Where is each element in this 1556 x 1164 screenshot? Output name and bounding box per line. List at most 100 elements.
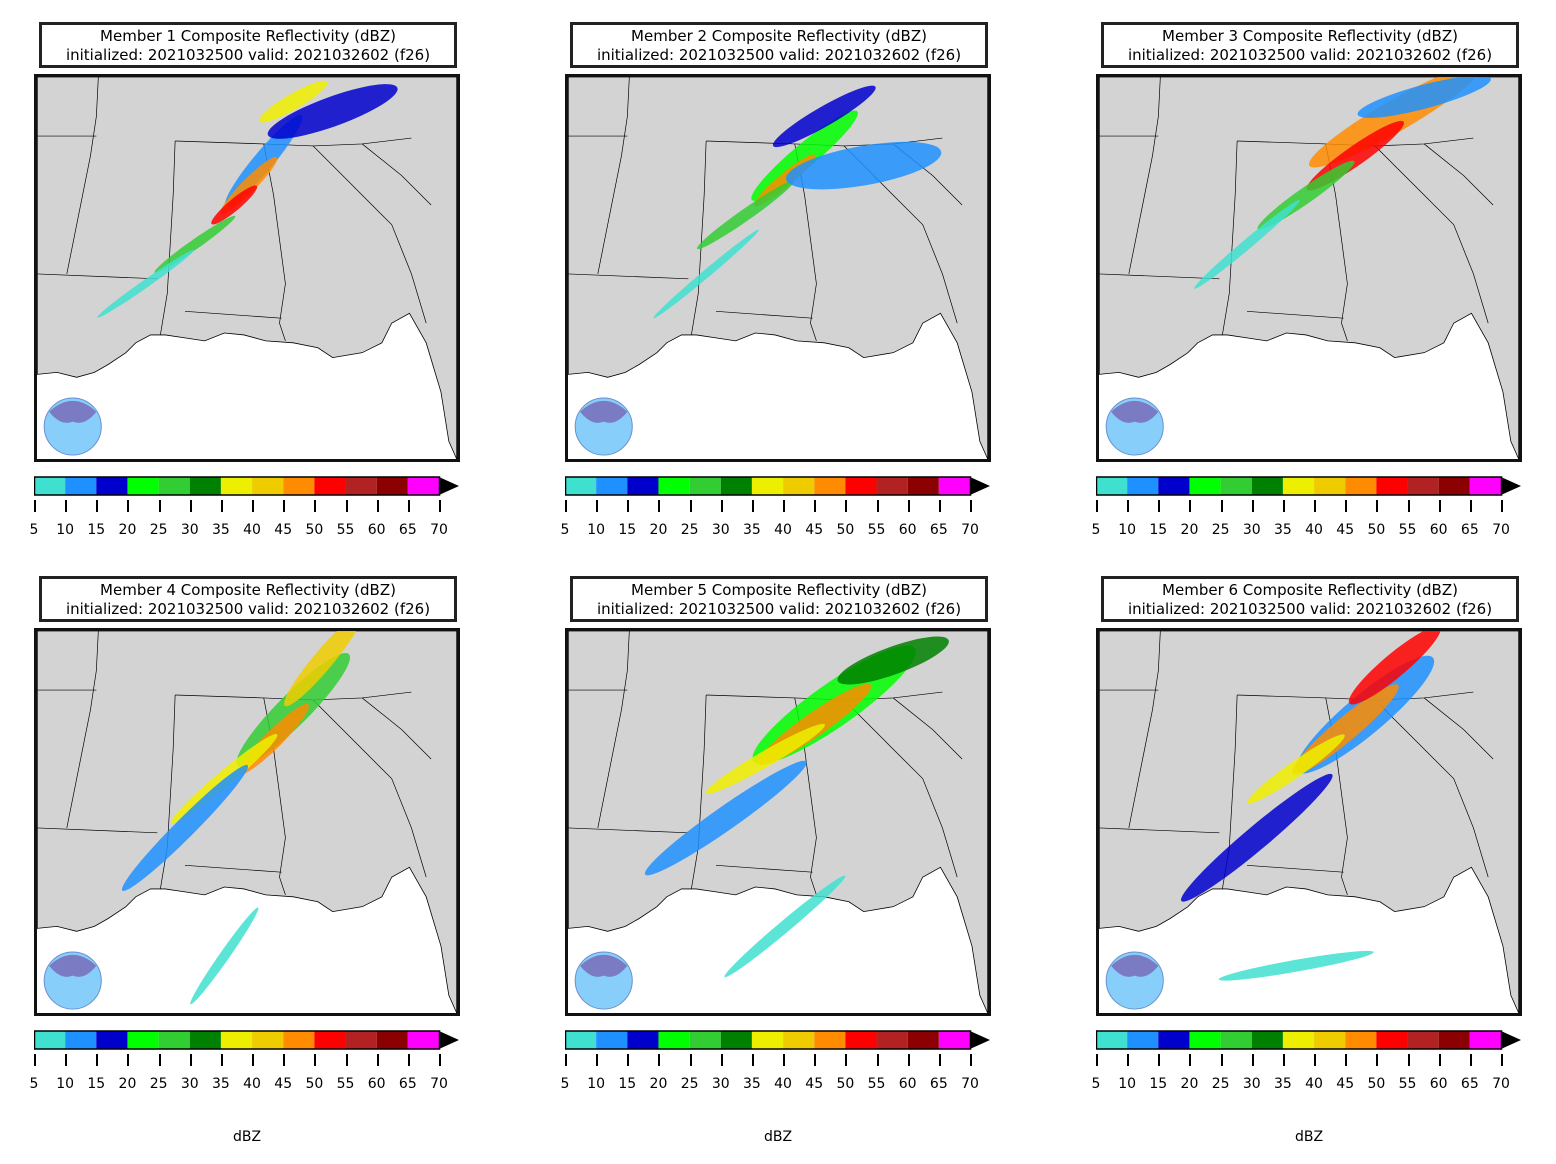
colorbar-tick [1438, 1054, 1441, 1066]
colorbar-segment [565, 1031, 597, 1049]
title-line-1: Member 2 Composite Reflectivity (dBZ) [631, 27, 927, 45]
panel-member-6: Member 6 Composite Reflectivity (dBZ) ini… [1092, 576, 1536, 1145]
colorbar-tick [783, 500, 786, 512]
state-border [361, 143, 432, 206]
state-border [66, 631, 99, 828]
colorbar-segment [938, 1031, 970, 1049]
colorbar-tick [565, 1054, 567, 1066]
colorbar-tick [565, 500, 567, 512]
reflectivity-echo [154, 215, 236, 273]
colorbar-tick [1096, 1054, 1098, 1066]
colorbar-tick [845, 1054, 848, 1066]
colorbar-tick [970, 1054, 972, 1066]
colorbar-tick-label: 10 [1118, 1076, 1137, 1092]
colorbar-tick [596, 1054, 599, 1066]
colorbar-tick [1158, 500, 1161, 512]
colorbar-segment [1314, 477, 1346, 495]
colorbar-tick [314, 500, 317, 512]
colorbar-tick-label: 65 [1460, 522, 1479, 538]
colorbar-tick [158, 500, 161, 512]
colorbar-tick [1251, 1054, 1254, 1066]
colorbar-tick [345, 1054, 348, 1066]
reflectivity-echo [211, 185, 258, 225]
colorbar-tick [407, 500, 410, 512]
colorbar-segment [65, 1031, 97, 1049]
noaa-logo-icon [1105, 397, 1164, 456]
colorbar-tick [34, 1054, 36, 1066]
colorbar-tick [938, 500, 941, 512]
state-border [160, 694, 176, 890]
colorbar-segment [907, 1031, 939, 1049]
colorbar-segment [627, 1031, 659, 1049]
colorbar-tick [689, 500, 692, 512]
state-border [361, 697, 432, 760]
colorbar-unit-label: dBZ [763, 1129, 793, 1145]
colorbar-segment [1251, 477, 1283, 495]
colorbar-tick [158, 1054, 161, 1066]
reflectivity-echo [1218, 950, 1374, 981]
colorbar-tick [783, 1054, 786, 1066]
colorbar-tick-label: 40 [243, 522, 261, 538]
panel-title: Member 1 Composite Reflectivity (dBZ) ini… [39, 22, 457, 68]
colorbar-tick [627, 1054, 630, 1066]
colorbar-tick [252, 500, 255, 512]
colorbar-tick-label: 35 [212, 522, 230, 538]
colorbar-segment [1438, 1031, 1470, 1049]
colorbar-tick-label: 35 [743, 522, 761, 538]
colorbar-segment [189, 1031, 221, 1049]
colorbar-segment [1345, 477, 1377, 495]
colorbar-tick [1314, 1054, 1317, 1066]
colorbar-tick-label: 65 [1460, 1076, 1479, 1092]
colorbar-tick [283, 500, 286, 512]
state-border [66, 77, 99, 274]
colorbar-segment [627, 477, 659, 495]
colorbar-segment [158, 1031, 190, 1049]
colorbar-tick-label: 25 [680, 1076, 699, 1092]
colorbar-tick-label: 45 [274, 522, 293, 538]
colorbar-segment [1220, 477, 1252, 495]
reflectivity-map [34, 628, 460, 1016]
title-line-1: Member 1 Composite Reflectivity (dBZ) [100, 27, 396, 45]
colorbar-tick-label: 35 [1274, 522, 1292, 538]
state-border [892, 697, 963, 760]
colorbar-tick-label: 25 [149, 1076, 168, 1092]
colorbar-segment [876, 477, 908, 495]
state-border [1423, 697, 1494, 760]
colorbar-tick [1282, 500, 1285, 512]
title-line-1: Member 4 Composite Reflectivity (dBZ) [100, 581, 396, 599]
colorbar-tick-label: 50 [1367, 1076, 1386, 1092]
title-line-2: initialized: 2021032500 valid: 202103260… [65, 46, 431, 64]
state-border [1423, 143, 1494, 206]
colorbar-tick [220, 1054, 223, 1066]
colorbar-tick [814, 500, 817, 512]
colorbar-tick [1469, 500, 1472, 512]
colorbar-segment [1096, 477, 1128, 495]
colorbar-tick-label: 15 [618, 522, 637, 538]
colorbar-tick-label: 25 [680, 522, 699, 538]
state-border [37, 827, 158, 834]
colorbar-segment [876, 1031, 908, 1049]
colorbar-segment [689, 1031, 721, 1049]
colorbar-segment [1189, 477, 1221, 495]
reflectivity-echo [705, 723, 826, 795]
colorbar-tick [1407, 500, 1410, 512]
colorbar-tick-label: 45 [805, 1076, 824, 1092]
colorbar-segment [407, 477, 439, 495]
colorbar-tick-label: 20 [649, 1076, 668, 1092]
colorbar-segment [658, 1031, 690, 1049]
colorbar-segment [938, 477, 970, 495]
colorbar-tick-label: 55 [1398, 522, 1417, 538]
colorbar-tick [627, 500, 630, 512]
colorbar-tick-label: 25 [149, 522, 168, 538]
colorbar-tick-label: 70 [1492, 1076, 1510, 1092]
colorbar-segment [1469, 477, 1501, 495]
noaa-logo-icon [43, 397, 102, 456]
colorbar-extend-arrow [970, 1031, 990, 1049]
colorbar-segment [1189, 1031, 1221, 1049]
colorbar-tick [1345, 500, 1348, 512]
colorbar-segment [34, 477, 66, 495]
land-mass [1099, 77, 1519, 459]
colorbar-segment [376, 477, 408, 495]
state-border [1246, 864, 1344, 873]
colorbar-segment [127, 1031, 159, 1049]
